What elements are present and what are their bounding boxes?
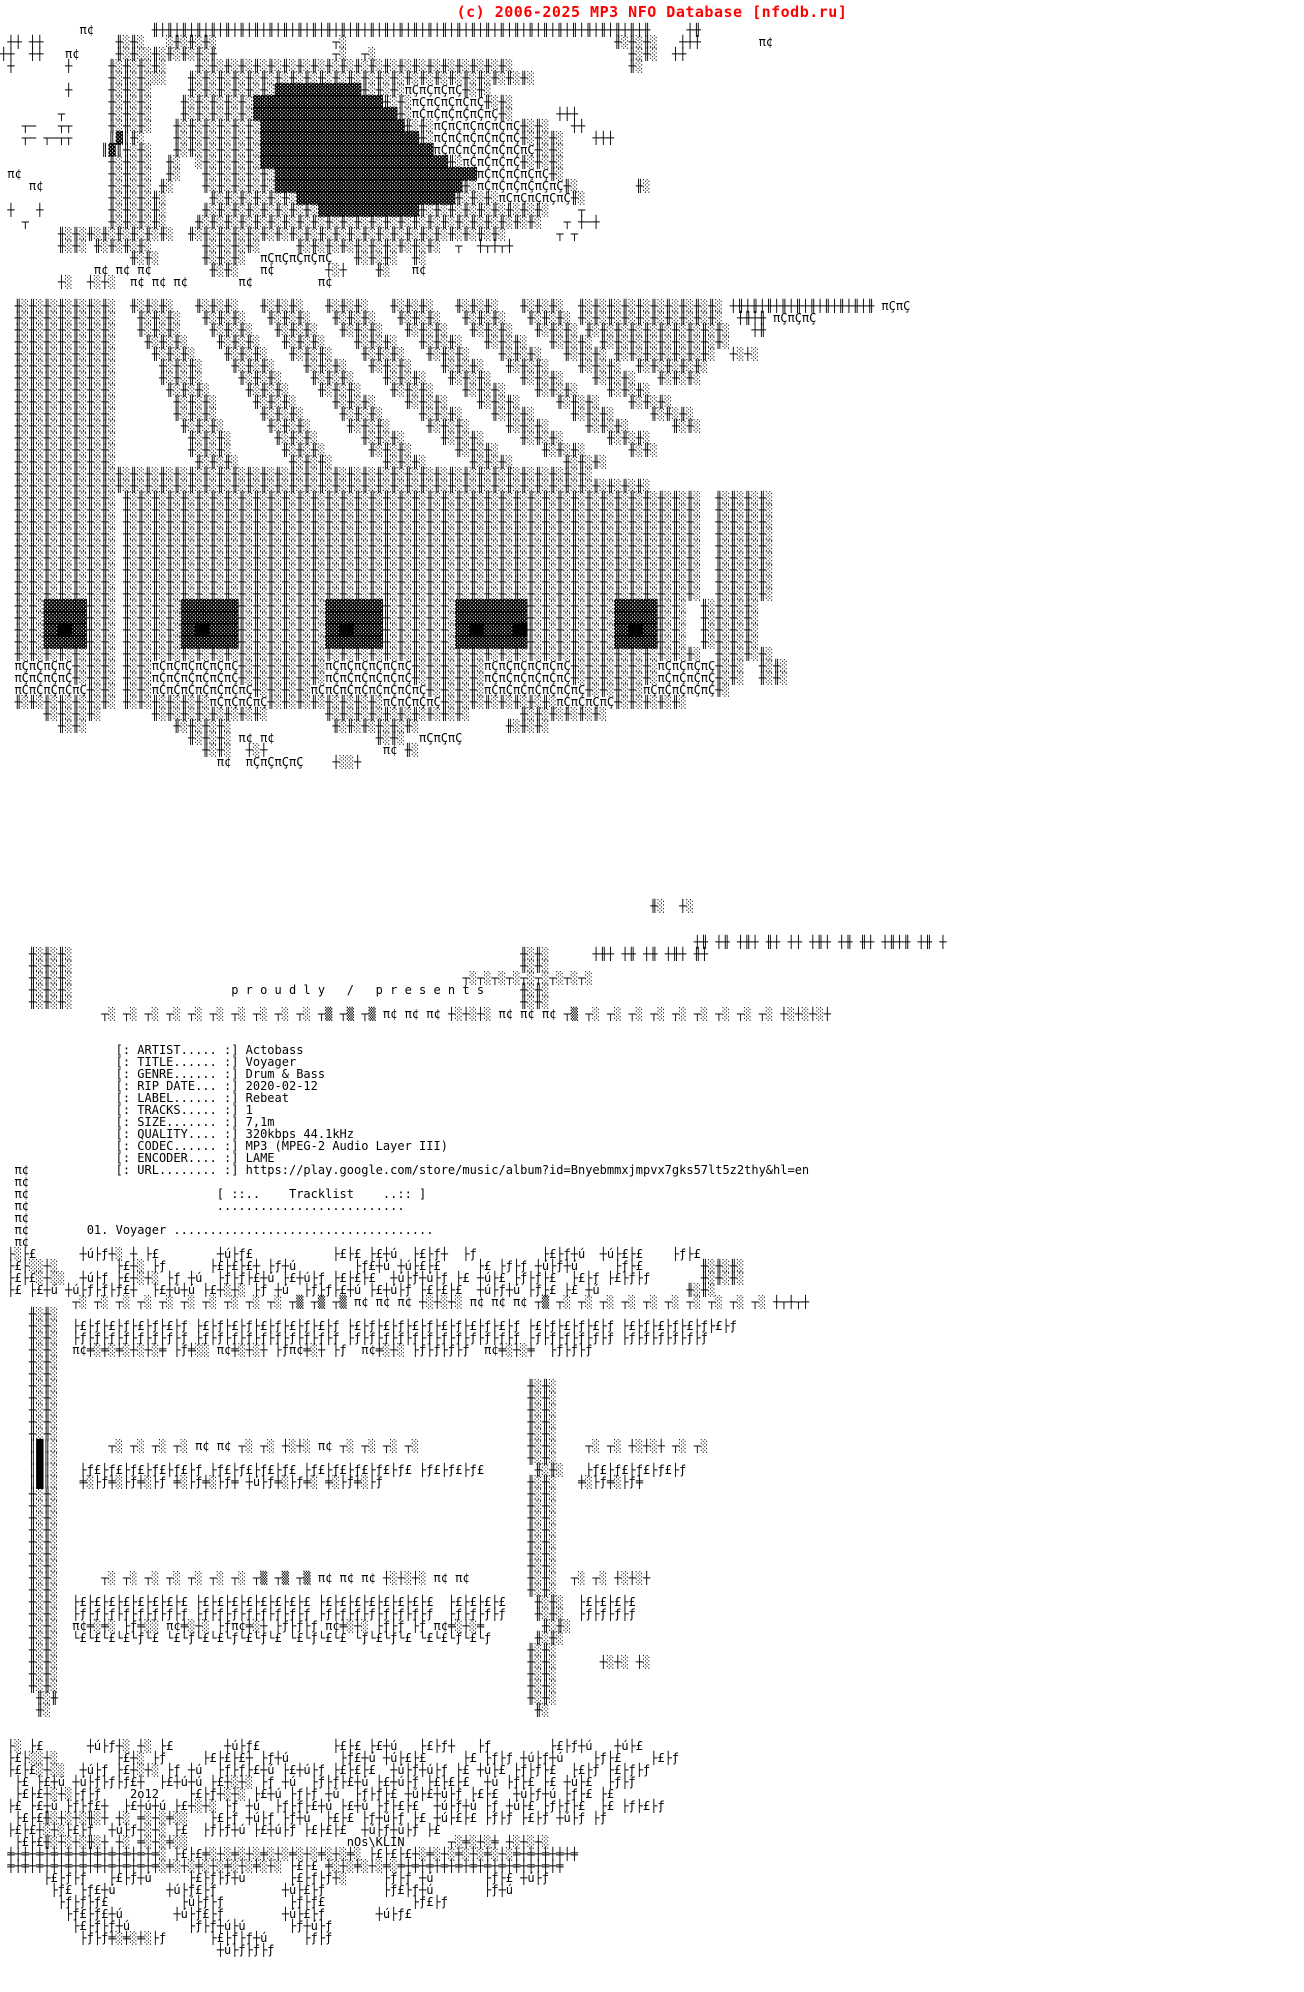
nfo-ascii-art: π¢ ╫┼╫┼╫┼╫┼╫┼╫┼╫┼╫┼╫┼╫┼╫┼╫┼╫┼╫┼╫┼╫┼╫┼╫┼╫…	[0, 23, 947, 1957]
copyright-banner: (c) 2006-2025 MP3 NFO Database [nfodb.ru…	[456, 3, 848, 21]
